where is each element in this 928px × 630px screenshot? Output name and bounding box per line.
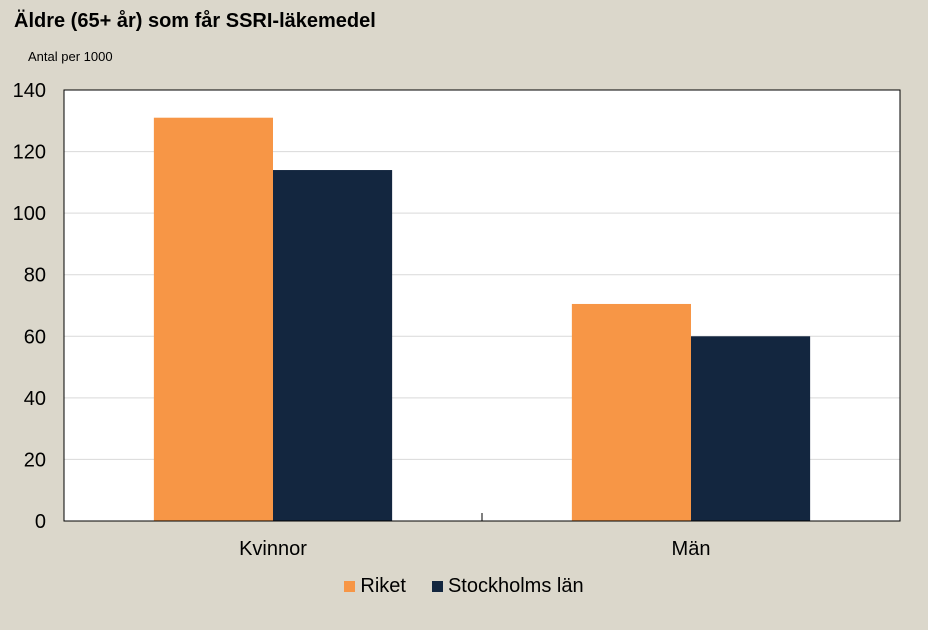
y-axis-label: Antal per 1000 (28, 49, 113, 64)
bar-riket-mn (571, 303, 691, 521)
y-tick-label: 0 (35, 511, 46, 533)
y-tick-label: 40 (24, 388, 46, 410)
y-tick-label: 20 (24, 449, 46, 471)
chart-title: Äldre (65+ år) som får SSRI-läkemedel (14, 10, 376, 32)
y-tick-label: 100 (13, 203, 46, 225)
legend-label-riket: Riket (360, 575, 406, 597)
x-tick-label: Kvinnor (239, 538, 307, 560)
legend-item-riket: Riket (344, 575, 406, 598)
plot-border (63, 89, 901, 522)
legend-swatch-stockholms-lan (431, 581, 443, 592)
y-tick-label: 60 (24, 326, 46, 348)
y-tick-label: 120 (13, 142, 46, 164)
chart-legend: Riket Stockholms län (0, 575, 928, 598)
legend-label-stockholms-lan: Stockholms län (447, 575, 584, 597)
legend-item-stockholms-lan: Stockholms län (431, 575, 584, 598)
y-tick-label: 80 (24, 265, 46, 287)
x-tick-label: Män (672, 538, 711, 560)
bar-riket-kvinnor (153, 117, 273, 521)
bar-stockholms-ln-kvinnor (273, 170, 393, 522)
y-tick-label: 140 (13, 80, 46, 102)
bar-stockholms-ln-mn (691, 336, 811, 521)
legend-swatch-riket (344, 581, 356, 592)
